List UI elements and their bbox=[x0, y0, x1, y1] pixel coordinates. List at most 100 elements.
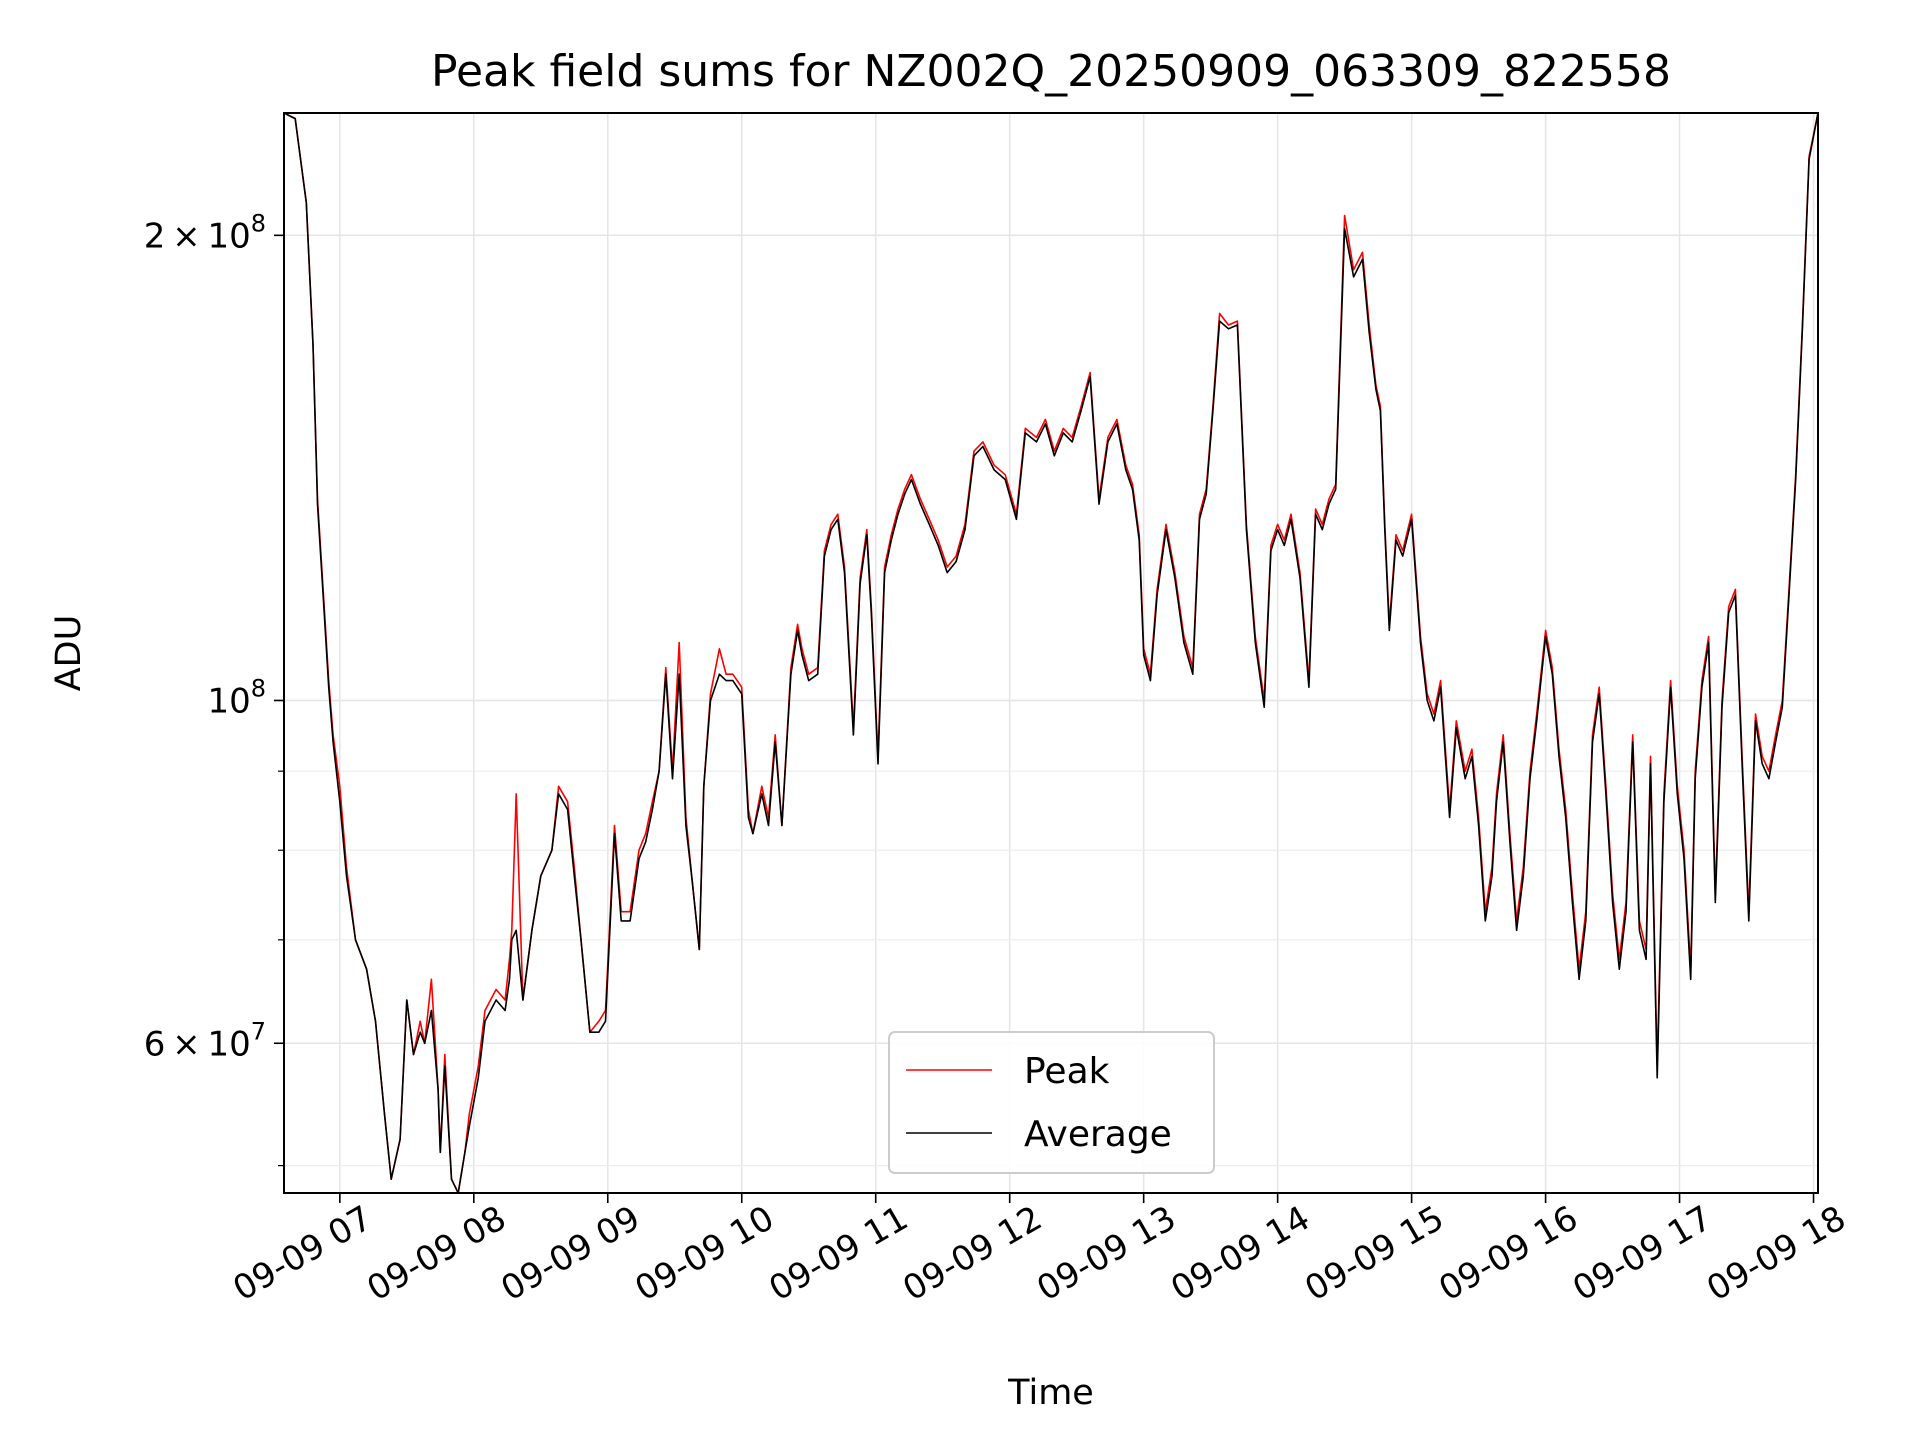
data-point-average bbox=[651, 808, 654, 811]
legend-box bbox=[888, 1031, 1215, 1174]
data-point-average bbox=[1290, 518, 1292, 520]
data-point-average bbox=[1044, 423, 1046, 425]
data-point-average bbox=[1335, 488, 1337, 490]
data-point-average bbox=[412, 1053, 415, 1056]
data-point-average bbox=[1098, 503, 1100, 505]
data-point-peak bbox=[1131, 483, 1134, 485]
data-point-peak bbox=[919, 498, 922, 500]
data-point-peak bbox=[709, 693, 712, 695]
data-point-peak bbox=[946, 566, 948, 568]
data-point-average bbox=[1551, 673, 1553, 675]
data-point-peak bbox=[613, 824, 616, 827]
data-point-average bbox=[964, 529, 966, 531]
data-point-average bbox=[1236, 324, 1238, 326]
data-point-average bbox=[1116, 423, 1118, 425]
data-point-peak bbox=[1089, 372, 1091, 374]
data-point-peak bbox=[890, 534, 892, 536]
data-point-average bbox=[589, 1031, 591, 1033]
data-point-average bbox=[1484, 920, 1486, 922]
data-point-peak bbox=[1219, 312, 1221, 315]
data-point-average bbox=[1270, 550, 1272, 552]
data-point-peak bbox=[1545, 629, 1547, 632]
x-axis-label: Time bbox=[1007, 1373, 1094, 1413]
data-point-peak bbox=[718, 648, 721, 650]
data-point-average bbox=[450, 1178, 453, 1180]
data-point-peak bbox=[1598, 686, 1600, 688]
data-point-peak bbox=[515, 793, 517, 795]
grid bbox=[284, 113, 1818, 1193]
data-point-average bbox=[1638, 929, 1640, 931]
data-point-average bbox=[678, 673, 680, 675]
data-point-average bbox=[1212, 410, 1214, 412]
data-point-average bbox=[1571, 901, 1573, 904]
data-point-average bbox=[468, 1125, 470, 1128]
data-point-average bbox=[567, 808, 569, 811]
data-point-peak bbox=[1649, 755, 1652, 758]
data-point-average bbox=[1024, 432, 1026, 434]
data-point-average bbox=[390, 1178, 392, 1180]
data-point-average bbox=[752, 833, 754, 835]
data-point-peak bbox=[504, 999, 506, 1001]
data-point-average bbox=[1254, 642, 1256, 644]
data-point-average bbox=[685, 824, 687, 827]
data-point-peak bbox=[468, 1113, 470, 1115]
y-tick-label: 2 × 108 bbox=[144, 209, 266, 256]
data-point-average bbox=[1741, 763, 1743, 765]
data-point-average bbox=[817, 673, 819, 675]
data-point-peak bbox=[1502, 734, 1504, 736]
data-point-average bbox=[604, 1020, 607, 1022]
data-point-average bbox=[1632, 741, 1634, 743]
data-point-average bbox=[1495, 801, 1498, 803]
data-point-average bbox=[573, 875, 575, 877]
data-point-average bbox=[613, 833, 616, 835]
data-point-average bbox=[328, 686, 330, 688]
data-point-average bbox=[1131, 488, 1134, 490]
data-point-average bbox=[1529, 778, 1531, 780]
data-point-average bbox=[620, 920, 622, 922]
data-point-peak bbox=[1198, 513, 1201, 515]
data-point-average bbox=[1748, 920, 1750, 922]
data-point-average bbox=[1449, 816, 1451, 819]
data-point-average bbox=[629, 920, 631, 922]
data-point-average bbox=[354, 939, 357, 941]
data-point-average bbox=[1071, 441, 1073, 443]
data-point-average bbox=[406, 999, 408, 1001]
data-point-average bbox=[790, 673, 792, 675]
data-point-average bbox=[638, 858, 640, 860]
data-point-average bbox=[1781, 706, 1783, 708]
data-point-average bbox=[1283, 544, 1285, 547]
data-point-average bbox=[1440, 686, 1442, 688]
data-point-peak bbox=[1455, 720, 1457, 722]
data-point-average bbox=[1183, 642, 1185, 644]
data-point-peak bbox=[725, 673, 727, 675]
chart-title: Peak field sums for NZ002Q_20250909_0633… bbox=[431, 46, 1671, 97]
legend: Peak Average bbox=[888, 1031, 1215, 1174]
data-point-average bbox=[464, 1151, 466, 1153]
data-point-peak bbox=[1035, 436, 1038, 438]
data-point-average bbox=[1502, 741, 1504, 743]
data-point-average bbox=[955, 561, 957, 563]
data-point-average bbox=[1107, 441, 1109, 443]
data-point-average bbox=[732, 680, 734, 682]
data-point-average bbox=[767, 824, 770, 827]
data-point-average bbox=[801, 654, 803, 656]
data-point-average bbox=[1558, 755, 1560, 758]
data-point-peak bbox=[645, 833, 647, 835]
data-point-average bbox=[515, 929, 517, 931]
data-point-average bbox=[1080, 410, 1082, 412]
data-point-average bbox=[1808, 158, 1810, 160]
data-point-peak bbox=[1411, 513, 1413, 515]
data-point-peak bbox=[1632, 734, 1634, 736]
data-point-average bbox=[645, 841, 647, 843]
data-point-peak bbox=[444, 1053, 446, 1056]
data-point-peak bbox=[1395, 534, 1397, 536]
data-point-peak bbox=[897, 508, 899, 510]
data-point-peak bbox=[567, 801, 569, 803]
data-point-peak bbox=[1315, 508, 1317, 510]
legend-label-peak: Peak bbox=[1024, 1051, 1110, 1092]
data-point-average bbox=[1761, 763, 1763, 765]
data-point-peak bbox=[1775, 734, 1777, 736]
data-point-peak bbox=[761, 785, 763, 787]
